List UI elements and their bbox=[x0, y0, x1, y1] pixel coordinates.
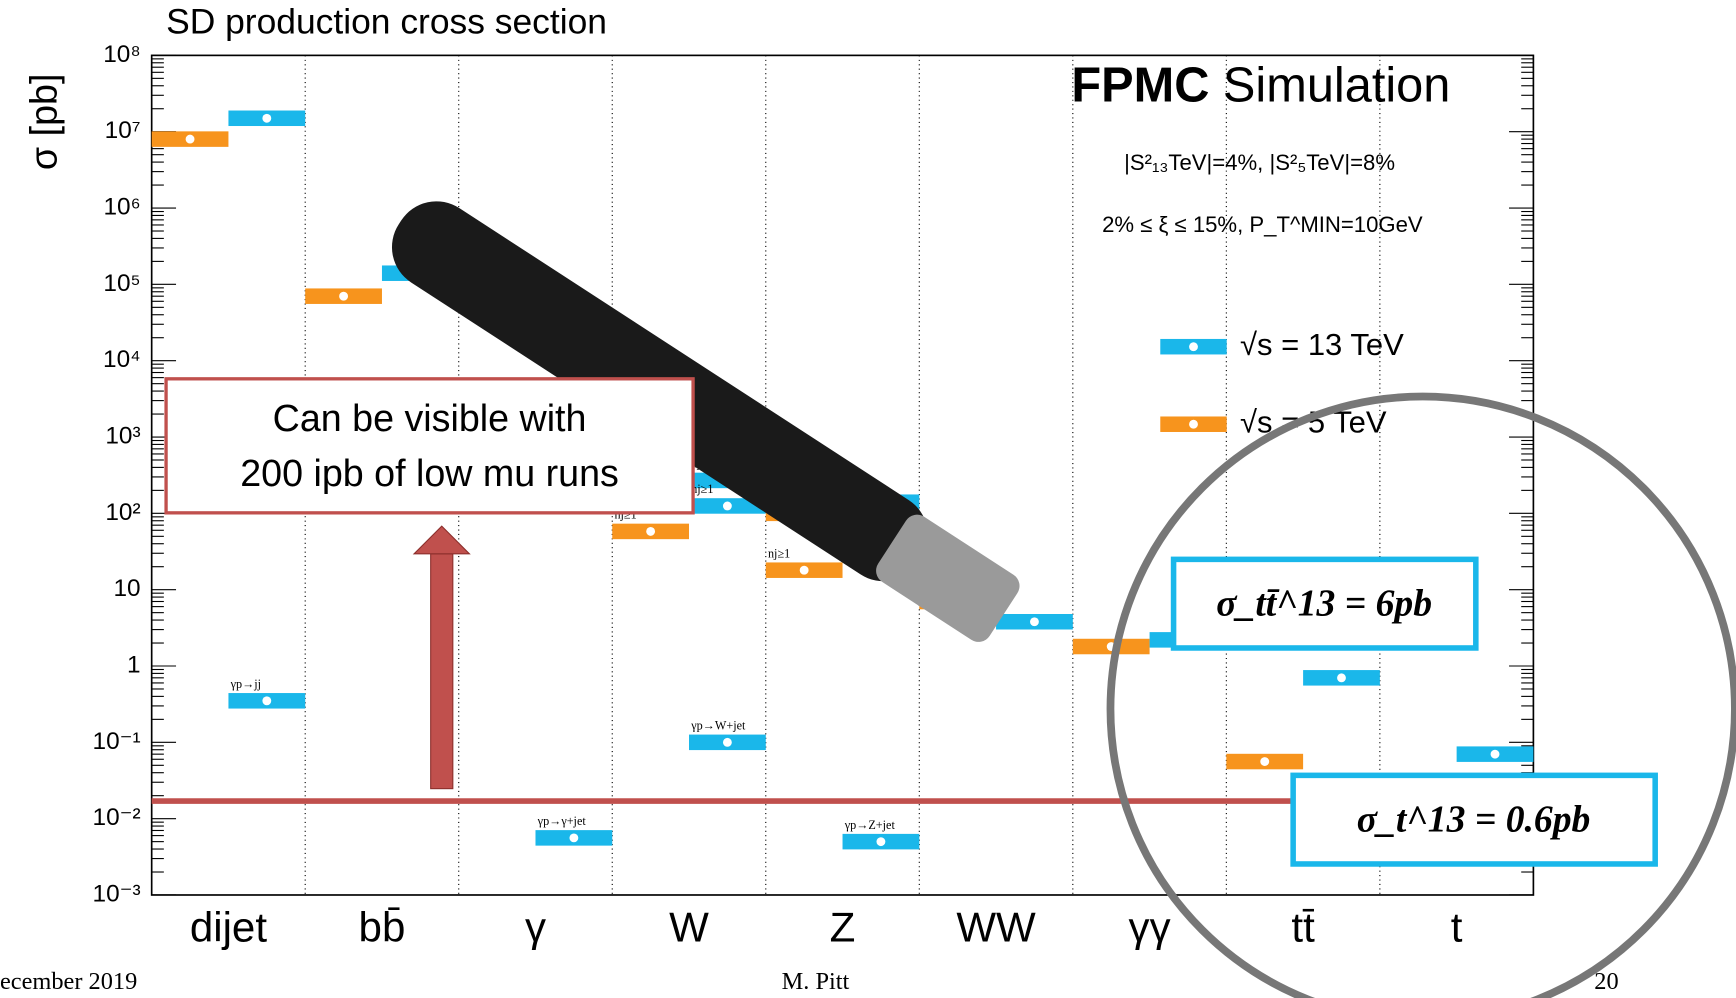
y-tick-label: 10⁸ bbox=[103, 41, 140, 68]
lens-ring bbox=[1106, 392, 1736, 998]
marker bbox=[262, 113, 272, 123]
x-tick-label: γγ bbox=[1129, 904, 1171, 951]
value-box bbox=[1170, 556, 1479, 651]
marker bbox=[722, 737, 732, 747]
x-tick-label: dijet bbox=[190, 904, 267, 951]
value-box bbox=[1290, 772, 1658, 867]
x-tick-label: tt̄ bbox=[1291, 904, 1315, 951]
marker bbox=[339, 291, 349, 301]
callout-text: 200 ipb of low mu runs bbox=[240, 452, 619, 494]
value-box-text: σ_tt̄^13 = 6pb bbox=[1216, 583, 1432, 625]
marker bbox=[722, 501, 732, 511]
footer-author: M. Pitt bbox=[782, 968, 850, 995]
y-tick-label: 10³ bbox=[105, 422, 140, 449]
plot-frame bbox=[150, 54, 1535, 896]
value-box-text: σ_t^13 = 0.6pb bbox=[1357, 799, 1591, 841]
point-label: γp→γ+jet bbox=[537, 814, 587, 828]
x-tick-label: bb̄ bbox=[359, 904, 406, 951]
marker bbox=[185, 134, 195, 144]
y-axis-label: σ [pb] bbox=[22, 74, 64, 171]
marker bbox=[876, 837, 886, 847]
callout-text: Can be visible with bbox=[273, 397, 587, 439]
legend-marker bbox=[1189, 419, 1198, 429]
legend-label: √s = 5 TeV bbox=[1240, 404, 1387, 439]
legend-label: √s = 13 TeV bbox=[1240, 327, 1404, 362]
annotation-bold: FPMC bbox=[1071, 58, 1209, 112]
annotation-line: |S²₁₃TeV|=4%, |S²₅TeV|=8% bbox=[1124, 150, 1395, 175]
plot-layer: 10⁻³ 10⁻² 10⁻¹ 1 10 10² 10³ 10⁴ 10⁵ 10⁶ 10⁷ 10⁸ dije… bbox=[93, 41, 1534, 951]
x-tick-label: γ bbox=[525, 904, 546, 951]
marker bbox=[799, 565, 809, 575]
handle-ferrule bbox=[876, 514, 1020, 642]
arrow-head bbox=[412, 525, 471, 555]
x-tick-label: WW bbox=[956, 904, 1036, 951]
marker bbox=[646, 526, 656, 536]
y-tick-label: 1 bbox=[127, 651, 141, 678]
y-tick-label: 10⁵ bbox=[103, 270, 140, 297]
x-tick-label: t bbox=[1451, 904, 1463, 951]
y-tick-label: 10⁻³ bbox=[93, 880, 141, 907]
y-tick-label: 10⁷ bbox=[105, 117, 141, 144]
y-tick-label: 10 bbox=[114, 575, 141, 602]
footer-date: ecember 2019 bbox=[0, 968, 137, 995]
legend-marker bbox=[1189, 342, 1198, 352]
marker bbox=[1337, 673, 1346, 683]
point-label: nj≥1 bbox=[691, 482, 713, 496]
marker bbox=[1490, 749, 1500, 759]
marker bbox=[569, 833, 579, 843]
point-label: nj≥1 bbox=[768, 546, 790, 560]
point-label: γp→Z+jet bbox=[844, 818, 896, 832]
chart-title: SD production cross section bbox=[166, 2, 607, 42]
annotation-line: 2% ≤ ξ ≤ 15%, P_T^MIN=10GeV bbox=[1102, 212, 1423, 237]
x-tick-label: Z bbox=[830, 904, 856, 951]
y-tick-label: 10⁻¹ bbox=[93, 728, 141, 755]
y-tick-label: 10⁶ bbox=[103, 193, 140, 220]
callout-box bbox=[164, 377, 695, 515]
arrow-shaft bbox=[430, 553, 454, 790]
annotation-title: FPMC Simulation bbox=[1071, 58, 1450, 112]
x-tick-label: W bbox=[669, 904, 709, 951]
point-label: γp→W+jet bbox=[690, 719, 746, 733]
y-tick-label: 10⁻² bbox=[93, 804, 141, 831]
y-tick-label: 10⁴ bbox=[103, 346, 141, 373]
marker bbox=[1260, 757, 1270, 766]
annotation-rest: Simulation bbox=[1223, 58, 1450, 112]
footer-page: 20 bbox=[1594, 968, 1618, 995]
marker bbox=[1030, 617, 1039, 627]
y-tick-label: 10² bbox=[105, 499, 140, 526]
point-label: γp→jj bbox=[230, 677, 261, 691]
marker bbox=[262, 696, 272, 706]
